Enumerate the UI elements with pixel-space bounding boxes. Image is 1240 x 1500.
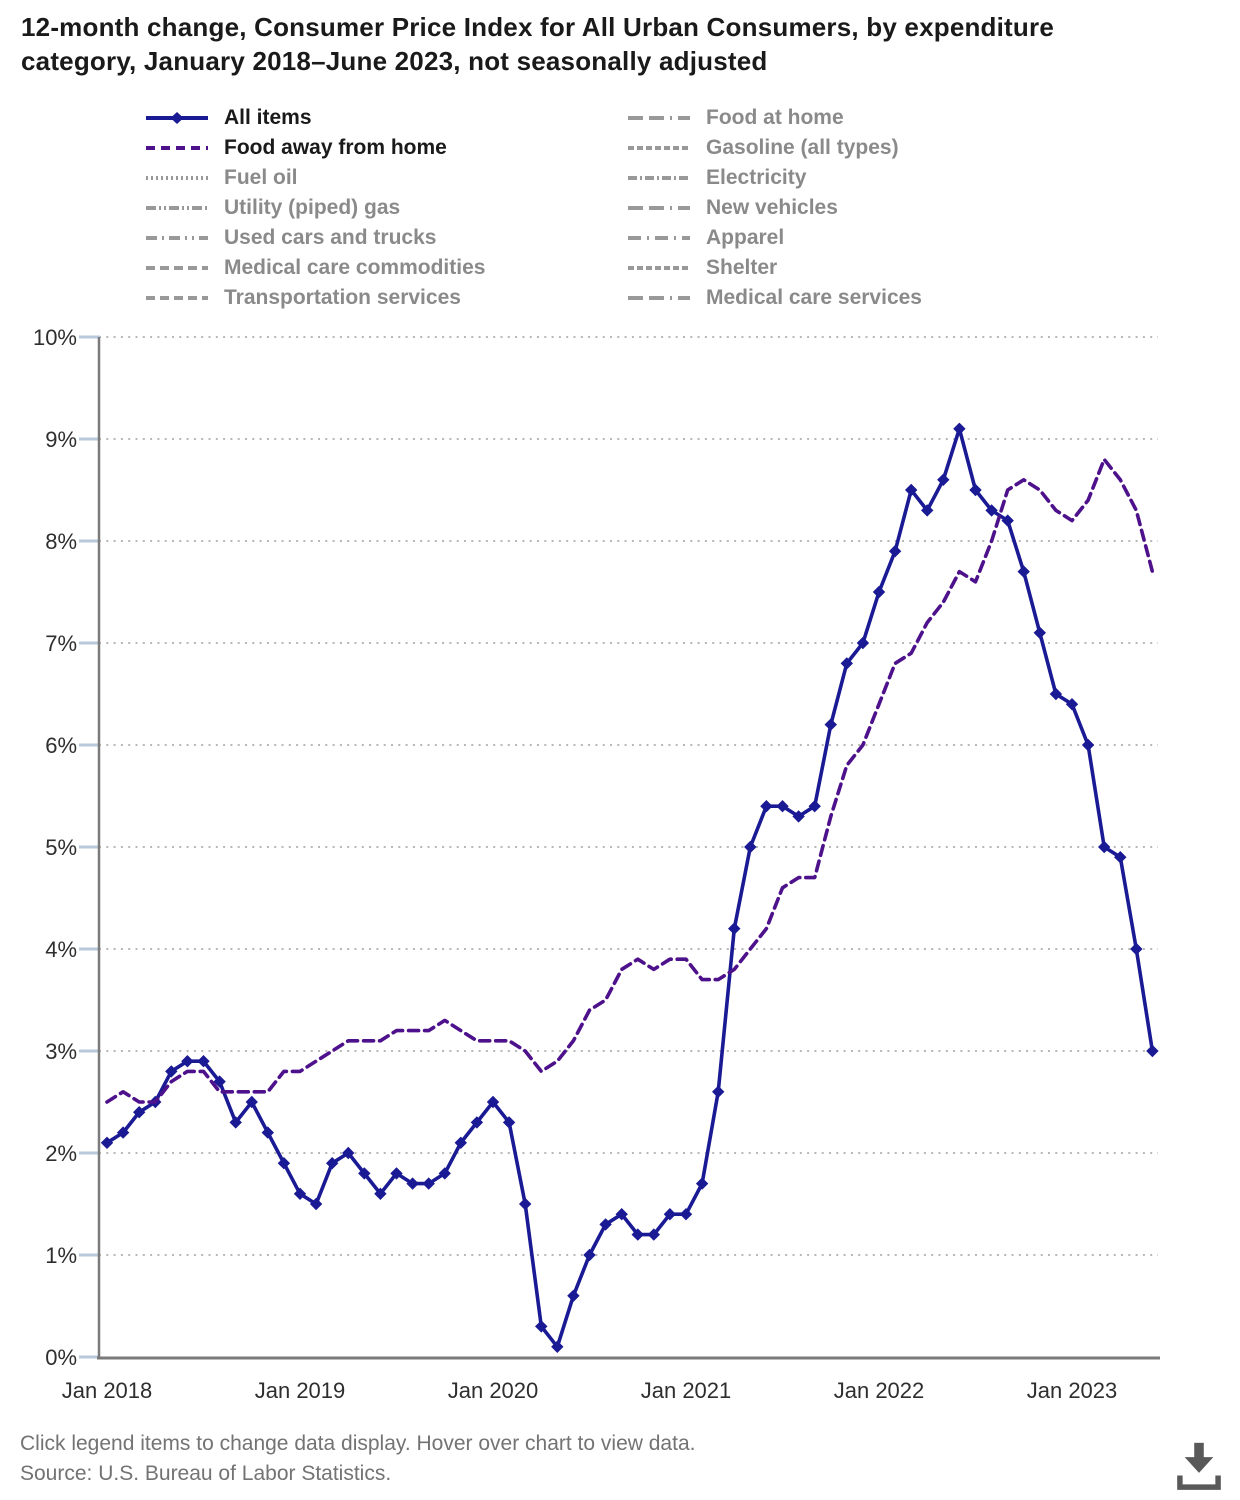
legend-label-food-away-from-home: Food away from home (224, 136, 447, 159)
legend-label-medical-care-services: Medical care services (706, 286, 922, 309)
legend-item-all-items[interactable]: All items (145, 103, 485, 133)
legend-line-sample-electricity (628, 176, 690, 180)
legend-line-sample-fuel-oil (146, 176, 208, 180)
legend-item-apparel[interactable]: Apparel (627, 223, 922, 253)
legend-line-sample-utility-piped-gas (146, 206, 208, 210)
legend-line-sample-medical-care-services (628, 296, 690, 300)
download-button[interactable] (1170, 1436, 1228, 1496)
legend-item-food-at-home[interactable]: Food at home (627, 103, 922, 133)
x-tick-label: Jan 2020 (448, 1378, 539, 1403)
y-tick-label: 10% (33, 325, 77, 350)
y-tick-label: 4% (45, 937, 77, 962)
legend-label-apparel: Apparel (706, 226, 785, 249)
y-tick-label: 9% (45, 427, 77, 452)
legend-label-food-at-home: Food at home (706, 106, 844, 129)
y-tick-label: 6% (45, 733, 77, 758)
download-icon (1177, 1442, 1221, 1490)
x-tick-label: Jan 2018 (62, 1378, 153, 1403)
page-title: 12-month change, Consumer Price Index fo… (21, 12, 1054, 77)
legend-line-sample-new-vehicles (628, 206, 690, 210)
x-tick-label: Jan 2019 (255, 1378, 346, 1403)
legend-item-transportation-services[interactable]: Transportation services (145, 283, 485, 313)
y-tick-label: 2% (45, 1141, 77, 1166)
legend-label-utility-piped-gas: Utility (piped) gas (224, 196, 401, 219)
legend-label-transportation-services: Transportation services (224, 286, 461, 309)
x-tick-label: Jan 2021 (641, 1378, 732, 1403)
legend-label-electricity: Electricity (706, 166, 807, 189)
series-line-all-items[interactable] (105, 427, 1155, 1349)
legend-label-new-vehicles: New vehicles (706, 196, 838, 219)
legend-item-used-cars-and-trucks[interactable]: Used cars and trucks (145, 223, 485, 253)
legend-label-fuel-oil: Fuel oil (224, 166, 298, 189)
x-tick-label: Jan 2022 (834, 1378, 925, 1403)
legend-line-sample-all-items (146, 112, 208, 124)
series-line-food-away-from-home[interactable] (105, 457, 1155, 1104)
legend-line-sample-shelter (628, 266, 690, 270)
legend-item-medical-care-services[interactable]: Medical care services (627, 283, 922, 313)
y-tick-label: 1% (45, 1243, 77, 1268)
legend-line-sample-medical-care-commodities (146, 266, 208, 270)
cpi-line-chart[interactable]: 0%1%2%3%4%5%6%7%8%9%10%Jan 2018 Jan 2019 J… (0, 325, 1240, 1415)
legend-column-left: All items Food away from home Fuel oil Util… (145, 103, 485, 313)
legend-item-new-vehicles[interactable]: New vehicles (627, 193, 922, 223)
y-tick-label: 7% (45, 631, 77, 656)
y-tick-label: 5% (45, 835, 77, 860)
legend-item-food-away-from-home[interactable]: Food away from home (145, 133, 485, 163)
legend-line-sample-transportation-services (146, 296, 208, 300)
legend-item-medical-care-commodities[interactable]: Medical care commodities (145, 253, 485, 283)
legend-line-sample-gasoline-all-types (628, 146, 690, 150)
legend-item-shelter[interactable]: Shelter (627, 253, 922, 283)
legend-item-utility-piped-gas[interactable]: Utility (piped) gas (145, 193, 485, 223)
chart-footer: Click legend items to change data displa… (20, 1429, 695, 1489)
legend-item-electricity[interactable]: Electricity (627, 163, 922, 193)
y-tick-label: 3% (45, 1039, 77, 1064)
gridlines (99, 336, 1158, 1256)
legend-item-fuel-oil[interactable]: Fuel oil (145, 163, 485, 193)
legend-label-all-items: All items (224, 106, 312, 129)
source-text: Source: U.S. Bureau of Labor Statistics. (20, 1462, 392, 1485)
legend-line-sample-food-at-home (628, 116, 690, 120)
y-tick-label: 8% (45, 529, 77, 554)
legend-line-sample-apparel (628, 236, 690, 240)
legend-column-right: Food at home Gasoline (all types) Electric… (627, 103, 922, 313)
legend-label-gasoline-all-types: Gasoline (all types) (706, 136, 899, 159)
y-axis-labels: 0% 1% 2% 3% 4% 5% 6% 7% 8% 9% 10% (33, 325, 77, 1370)
legend-line-sample-used-cars-and-trucks (146, 236, 208, 240)
legend-item-gasoline-all-types[interactable]: Gasoline (all types) (627, 133, 922, 163)
y-axis-ticks (79, 335, 100, 1359)
x-tick-label: Jan 2023 (1027, 1378, 1118, 1403)
legend-line-sample-food-away-from-home (146, 146, 208, 150)
y-tick-label: 0% (45, 1345, 77, 1370)
series-markers-all-items[interactable] (100, 422, 1159, 1354)
legend-label-used-cars-and-trucks: Used cars and trucks (224, 226, 437, 249)
x-axis-labels: Jan 2018 Jan 2019 Jan 2020 Jan 2021 Jan 2022… (62, 1378, 1118, 1403)
legend-label-medical-care-commodities: Medical care commodities (224, 256, 486, 279)
legend-hint-text: Click legend items to change data displa… (20, 1432, 696, 1455)
legend-label-shelter: Shelter (706, 256, 778, 279)
